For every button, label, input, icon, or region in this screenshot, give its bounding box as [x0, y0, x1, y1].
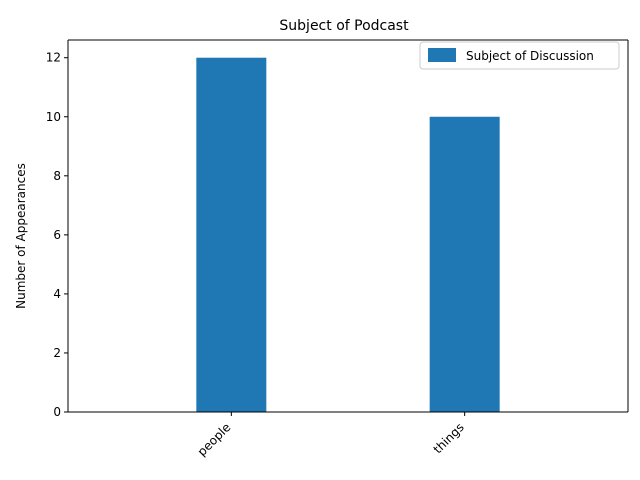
y-tick-label-2: 2	[53, 346, 61, 360]
y-axis-label: Number of Appearances	[14, 163, 28, 309]
y-tick-label-0: 0	[53, 405, 61, 419]
y-tick-label-4: 4	[53, 287, 61, 301]
legend-box	[419, 41, 620, 70]
legend: Subject of Discussion	[419, 41, 620, 70]
legend-swatch	[428, 48, 456, 62]
y-tick-label-6: 6	[53, 228, 61, 242]
bar-people	[196, 57, 267, 412]
y-tick-label-10: 10	[46, 110, 61, 124]
chart-title: Subject of Podcast	[279, 18, 409, 34]
bar-things	[429, 116, 500, 412]
y-tick-label-12: 12	[46, 51, 61, 65]
legend-label: Subject of Discussion	[466, 49, 594, 63]
y-tick-label-8: 8	[53, 169, 61, 183]
